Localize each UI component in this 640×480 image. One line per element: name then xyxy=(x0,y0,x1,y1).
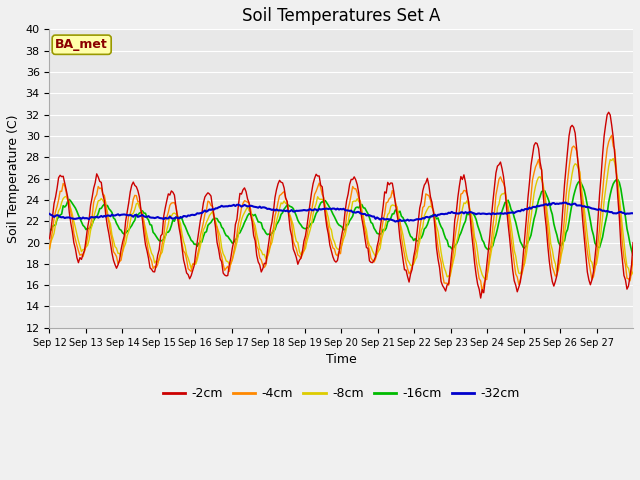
Title: Soil Temperatures Set A: Soil Temperatures Set A xyxy=(242,7,440,25)
Text: BA_met: BA_met xyxy=(55,38,108,51)
Legend: -2cm, -4cm, -8cm, -16cm, -32cm: -2cm, -4cm, -8cm, -16cm, -32cm xyxy=(157,382,525,405)
X-axis label: Time: Time xyxy=(326,353,356,366)
Y-axis label: Soil Temperature (C): Soil Temperature (C) xyxy=(7,114,20,243)
